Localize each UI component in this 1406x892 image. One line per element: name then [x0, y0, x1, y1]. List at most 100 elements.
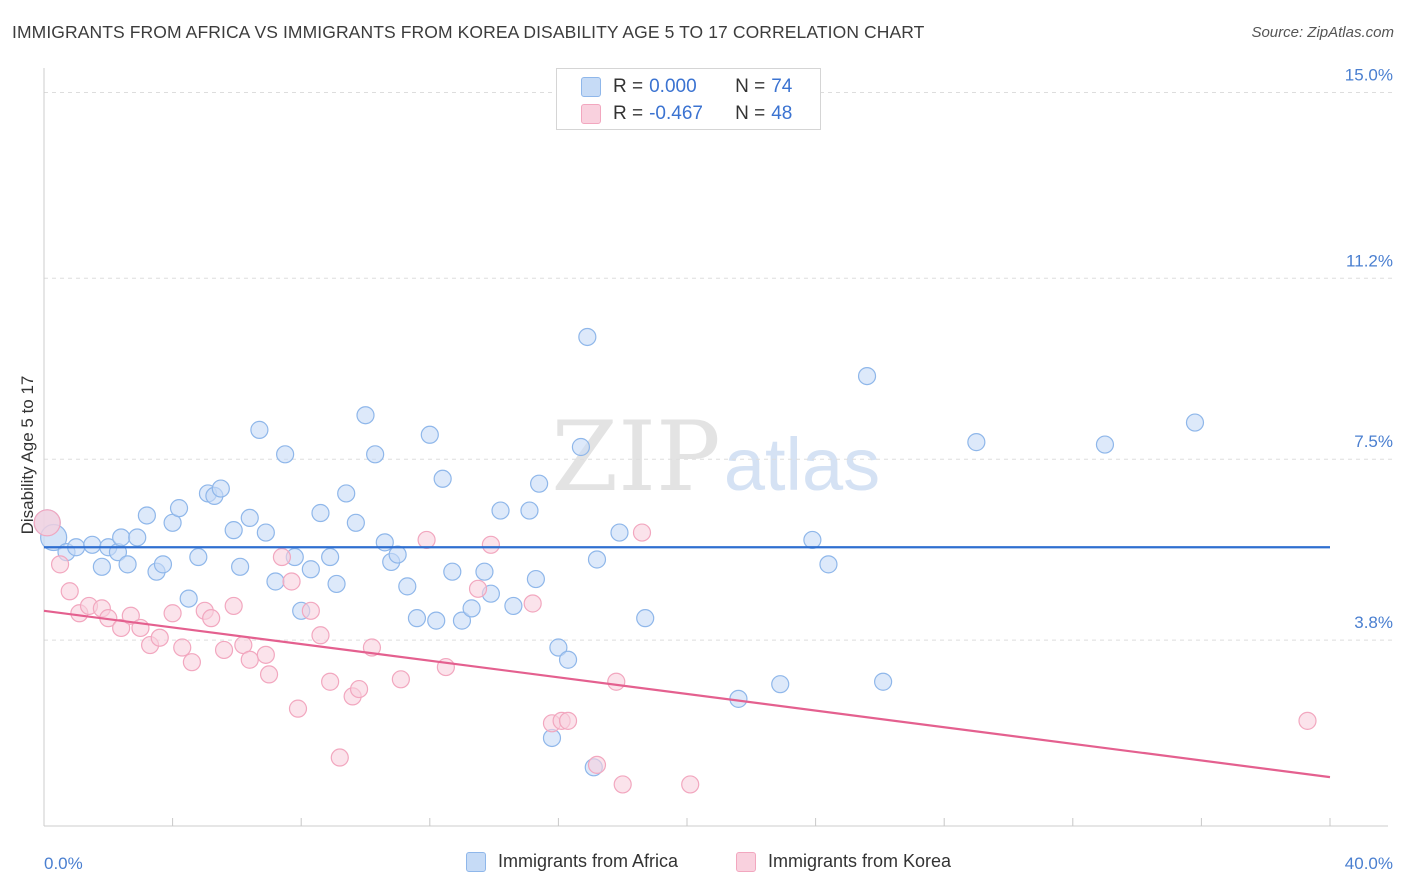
- africa-point: [587, 550, 607, 569]
- korea-point: [468, 579, 488, 598]
- trendline-korea: [43, 609, 1331, 779]
- y-tick-label: 15.0%: [1345, 65, 1393, 84]
- y-tick-label: 11.2%: [1346, 251, 1393, 270]
- africa-point: [549, 638, 568, 657]
- trend-lines: [43, 546, 1331, 779]
- korea-point: [391, 670, 410, 689]
- x-tick-label-max: 40.0%: [1345, 854, 1393, 873]
- y-tick-label: 7.5%: [1354, 432, 1393, 451]
- korea-point: [224, 596, 243, 616]
- legend: R = 0.000 N = 74 R = -0.467 N = 48: [556, 68, 821, 130]
- korea-point: [202, 609, 221, 628]
- y-tick-label: 3.8%: [1354, 613, 1393, 632]
- africa-point: [452, 611, 472, 630]
- legend-row-africa: R = 0.000 N = 74: [581, 75, 792, 99]
- africa-point: [571, 437, 591, 457]
- africa-point: [427, 611, 446, 630]
- africa-point: [610, 523, 629, 542]
- watermark-atlas: atlas: [724, 423, 880, 506]
- bottom-legend-swatch-korea: [736, 851, 756, 872]
- africa-point: [266, 572, 285, 591]
- africa-point: [388, 545, 407, 564]
- korea-point: [321, 672, 340, 691]
- africa-point: [398, 577, 417, 596]
- legend-r-value: -0.467: [649, 103, 703, 124]
- x-ticks: [172, 818, 1331, 826]
- africa-point: [337, 484, 356, 503]
- legend-r-label: R =: [613, 76, 644, 97]
- africa-point: [475, 562, 494, 581]
- korea-point: [259, 665, 279, 684]
- korea-point: [417, 530, 436, 550]
- africa-point: [407, 609, 427, 628]
- legend-r-label: R =: [613, 103, 644, 124]
- africa-point: [366, 445, 385, 464]
- legend-n-label: N =: [735, 76, 766, 97]
- korea-point: [349, 679, 369, 699]
- source-label: Source: ZipAtlas.com: [1251, 24, 1394, 41]
- africa-point: [137, 506, 156, 525]
- korea-point: [558, 711, 578, 730]
- africa-point: [558, 650, 578, 669]
- korea-point: [288, 699, 308, 718]
- legend-n-value: 48: [771, 103, 793, 124]
- watermark: ZIP atlas: [551, 401, 880, 513]
- africa-point: [462, 599, 481, 618]
- korea-point: [681, 775, 700, 794]
- africa-point: [520, 501, 539, 520]
- africa-point: [356, 406, 375, 425]
- africa-point: [491, 501, 510, 520]
- africa-point: [128, 528, 147, 547]
- korea-point: [182, 653, 201, 672]
- bottom-legend: Immigrants from Africa Immigrants from K…: [0, 851, 1406, 877]
- korea-point: [1298, 711, 1317, 730]
- bottom-legend-label-korea: Immigrants from Korea: [768, 851, 952, 871]
- africa-point: [433, 469, 452, 488]
- korea-point: [112, 618, 131, 638]
- africa-point: [967, 433, 986, 452]
- series-korea: [33, 509, 1317, 794]
- legend-swatch-africa: [581, 77, 601, 97]
- africa-point: [169, 499, 189, 518]
- africa-point: [526, 569, 545, 589]
- africa-point: [321, 547, 340, 567]
- korea-point: [632, 523, 652, 542]
- africa-point: [504, 596, 523, 616]
- bottom-legend-swatch-africa: [466, 851, 486, 872]
- korea-point: [240, 650, 259, 669]
- africa-point: [771, 675, 790, 694]
- korea-point: [272, 547, 292, 567]
- africa-point: [578, 327, 597, 347]
- korea-point: [150, 628, 169, 647]
- africa-point: [179, 589, 198, 608]
- africa-point: [276, 445, 295, 464]
- legend-swatch-korea: [581, 104, 601, 124]
- series-africa: [33, 327, 1205, 777]
- bottom-legend-africa: Immigrants from Africa: [466, 851, 678, 872]
- y-axis-title: Disability Age 5 to 17: [18, 376, 37, 535]
- africa-point: [153, 555, 173, 574]
- korea-point: [33, 509, 61, 537]
- africa-point: [224, 521, 243, 540]
- africa-point: [803, 530, 822, 550]
- gridlines: [44, 91, 1392, 641]
- africa-point: [1095, 435, 1115, 454]
- korea-point: [481, 535, 500, 554]
- africa-point: [311, 503, 330, 523]
- africa-point: [189, 547, 208, 567]
- africa-point: [112, 528, 131, 547]
- korea-point: [214, 640, 234, 660]
- africa-point: [256, 523, 275, 542]
- korea-point: [523, 594, 542, 613]
- legend-n-label: N =: [735, 103, 766, 124]
- korea-point: [613, 775, 632, 794]
- africa-point: [301, 560, 320, 579]
- africa-point: [327, 574, 346, 594]
- korea-point: [50, 555, 70, 574]
- africa-point: [250, 420, 269, 439]
- africa-point: [231, 557, 250, 576]
- korea-point: [173, 638, 192, 657]
- korea-point: [587, 755, 607, 774]
- africa-point: [857, 366, 877, 386]
